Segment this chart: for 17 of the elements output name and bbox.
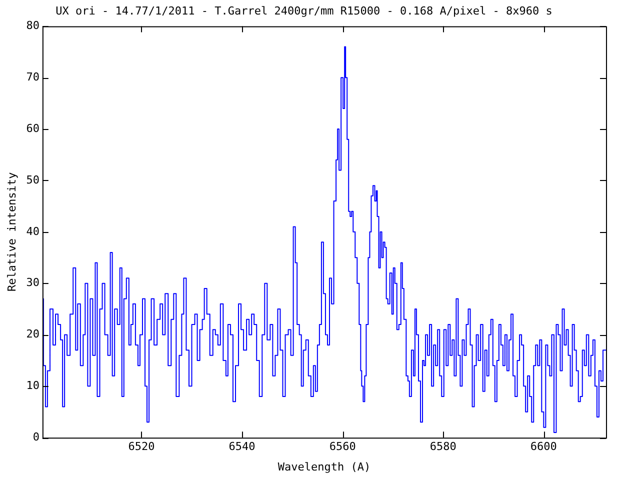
y-tick-label: 30 [26, 276, 40, 290]
x-tick-label: 6600 [530, 440, 557, 454]
y-tick-label: 20 [26, 328, 40, 341]
x-tick-label: 6560 [329, 440, 356, 454]
chart-title: UX ori - 14.77/1/2011 - T.Garrel 2400gr/mm R15000 - 0.168 A/pixel - 8x960 s [56, 4, 552, 18]
y-tick-label: 60 [26, 122, 40, 135]
y-tick-label: 80 [26, 19, 40, 32]
y-tick-label: 40 [26, 224, 40, 238]
x-axis-title: Wavelength (A) [278, 460, 371, 474]
x-tick-label: 6540 [228, 440, 256, 454]
y-tick-label: 70 [26, 70, 40, 84]
y-axis-title: Relative intensity [5, 172, 18, 292]
y-tick-label: 10 [26, 379, 40, 392]
y-tick-label: 0 [32, 430, 40, 444]
y-tick-label: 50 [26, 173, 40, 186]
x-tick-label: 6520 [128, 440, 155, 454]
x-tick-label: 6580 [430, 440, 456, 454]
